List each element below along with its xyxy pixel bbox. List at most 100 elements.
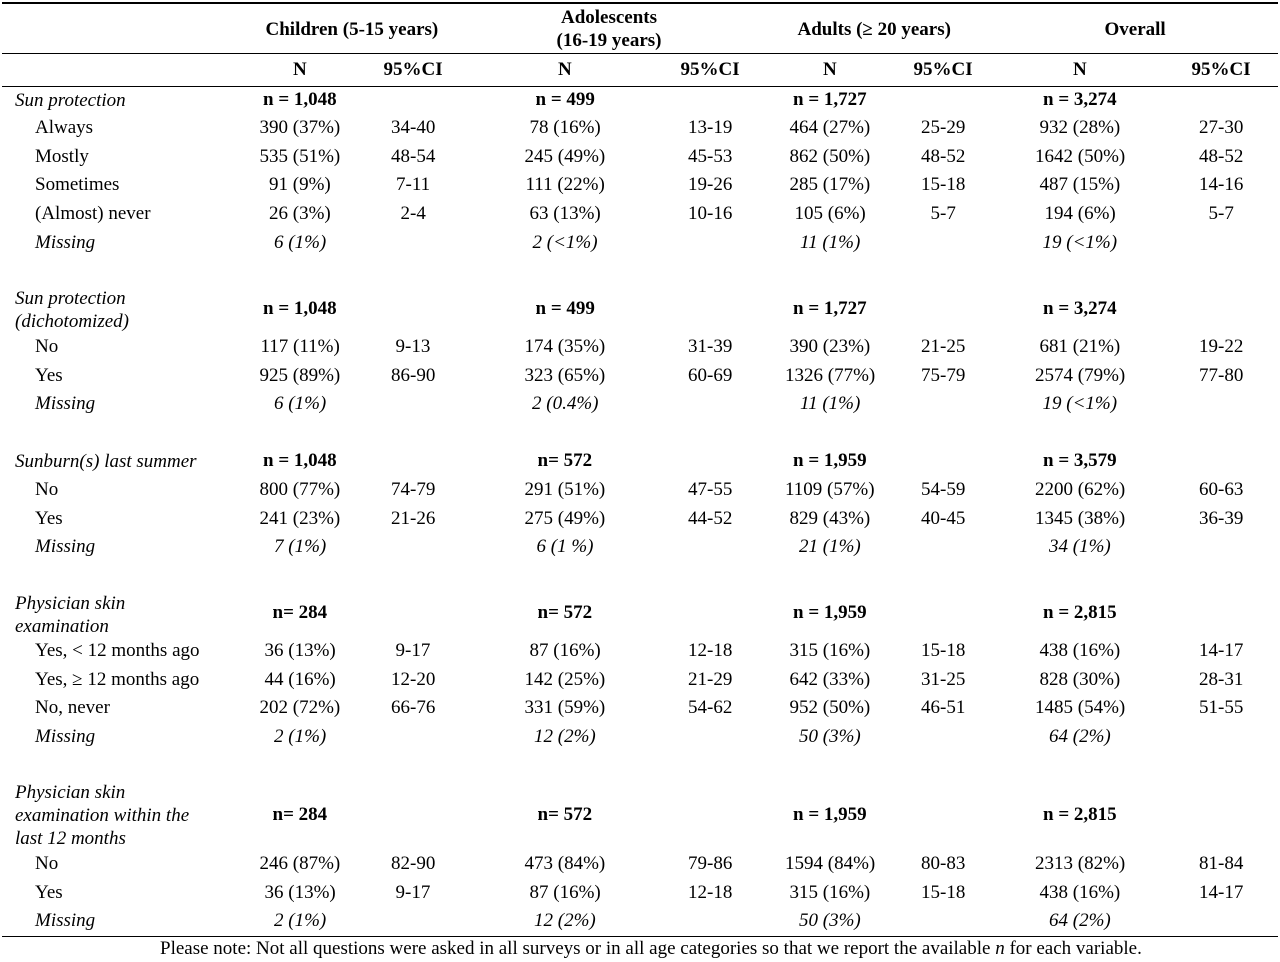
table-cell: 36 (13%) — [264, 881, 336, 903]
section-sample-size: n = 2,815 — [1043, 804, 1117, 825]
table-cell: 75-79 — [921, 364, 966, 386]
table-cell: 11 (1%) — [800, 231, 861, 253]
table-cell: 9-17 — [395, 881, 431, 903]
footnote-text: Please note: Not all questions were aske… — [160, 938, 996, 959]
table-cell: 464 (27%) — [789, 117, 871, 138]
table-cell: 9-17 — [395, 640, 431, 661]
table-cell: 862 (50%) — [789, 145, 871, 167]
table-cell: 15-18 — [921, 174, 966, 196]
table-cell: 174 (35%) — [524, 336, 606, 357]
table-cell: 275 (49%) — [524, 507, 606, 529]
table-row-label: Yes, ≥ 12 months ago — [35, 668, 200, 690]
table-cell: 1326 (77%) — [785, 364, 876, 386]
table-cell: 12 (2%) — [534, 910, 596, 932]
table-cell: 87 (16%) — [529, 640, 601, 661]
table-cell: 15-18 — [921, 881, 966, 903]
bottom-rule — [2, 936, 1278, 937]
table-cell: 82-90 — [391, 853, 436, 874]
table-cell: 50 (3%) — [799, 726, 861, 748]
table-cell: 111 (22%) — [525, 174, 605, 196]
table-cell: 2574 (79%) — [1035, 364, 1126, 386]
table-cell: 6 (1 %) — [536, 536, 594, 558]
table-cell: 487 (15%) — [1039, 174, 1121, 196]
section-sample-size: n= 284 — [272, 602, 328, 623]
table-cell: 2313 (82%) — [1035, 853, 1126, 874]
table-cell: 1642 (50%) — [1035, 145, 1126, 167]
table-cell: 31-39 — [688, 336, 733, 357]
table-cell: 27-30 — [1199, 117, 1244, 138]
table-cell: 79-86 — [688, 853, 733, 874]
table-cell: 47-55 — [688, 479, 733, 500]
table-row-label: (Almost) never — [35, 203, 151, 225]
section-sample-size: n = 499 — [535, 298, 595, 319]
section-sample-size: n = 499 — [535, 89, 595, 110]
table-cell: 26 (3%) — [269, 203, 331, 225]
footnote-text-end: for each variable. — [1004, 938, 1142, 959]
section-title: Sun protection — [15, 90, 126, 111]
table-cell: 7-11 — [396, 174, 431, 196]
table-cell: 438 (16%) — [1039, 881, 1121, 903]
table-cell: 11 (1%) — [800, 393, 861, 415]
table-cell: 2200 (62%) — [1035, 479, 1126, 500]
table-cell: 44-52 — [688, 507, 733, 529]
section-title: Physician skin examination — [15, 593, 126, 637]
table-cell: 19-22 — [1199, 336, 1244, 357]
table-cell: 21-29 — [688, 668, 733, 690]
table-cell: 21 (1%) — [799, 536, 861, 558]
table-cell: 952 (50%) — [789, 697, 871, 719]
table-cell: 828 (30%) — [1039, 668, 1121, 690]
table-cell: 245 (49%) — [524, 145, 606, 167]
table-cell: 34-40 — [391, 117, 436, 138]
table-cell: 12-18 — [688, 881, 733, 903]
section-sample-size: n = 1,048 — [263, 89, 337, 110]
table-cell: 48-52 — [921, 145, 966, 167]
table-cell: 13-19 — [688, 117, 733, 138]
table-cell: 77-80 — [1199, 364, 1244, 386]
table-cell: 246 (87%) — [259, 853, 341, 874]
table-row-label: Yes — [35, 881, 63, 903]
table-cell: 2-4 — [400, 203, 426, 225]
table-cell: 14-16 — [1199, 174, 1244, 196]
table-row-label: No — [35, 336, 59, 357]
table-cell: 1594 (84%) — [785, 853, 876, 874]
table-cell: 142 (25%) — [524, 668, 606, 690]
section-sample-size: n= 572 — [537, 804, 593, 825]
table-cell: 473 (84%) — [524, 853, 606, 874]
table-cell: 87 (16%) — [529, 881, 601, 903]
section-title: Sun protection (dichotomized) — [15, 288, 129, 332]
table-cell: 21-25 — [921, 336, 966, 357]
table-cell: 6 (1%) — [274, 393, 327, 415]
table-cell: 438 (16%) — [1039, 640, 1121, 661]
table-cell: 5-7 — [1208, 203, 1234, 225]
table-row-label: Missing — [35, 393, 96, 415]
table-cell: 1485 (54%) — [1035, 697, 1126, 719]
table-cell: 1109 (57%) — [785, 479, 875, 500]
top-rule — [2, 2, 1278, 4]
table-cell: 12-20 — [391, 668, 436, 690]
group-header-rule — [2, 53, 1278, 54]
table-cell: 19-26 — [688, 174, 733, 196]
table-cell: 800 (77%) — [259, 479, 341, 500]
section-sample-size: n = 1,048 — [263, 450, 337, 471]
table-cell: 14-17 — [1199, 640, 1244, 661]
table-cell: 202 (72%) — [259, 697, 341, 719]
table-cell: 117 (11%) — [260, 336, 340, 357]
table-row-label: Always — [35, 117, 94, 138]
table-cell: 241 (23%) — [259, 507, 341, 529]
table-cell: 63 (13%) — [529, 203, 601, 225]
table-cell: 642 (33%) — [789, 668, 871, 690]
table-cell: 681 (21%) — [1039, 336, 1121, 357]
section-sample-size: n= 284 — [272, 804, 328, 825]
column-subheader: 95%CI — [913, 59, 973, 80]
table-cell: 390 (23%) — [789, 336, 871, 357]
table-cell: 74-79 — [391, 479, 436, 500]
table-cell: 48-52 — [1199, 145, 1244, 167]
table-row-label: Missing — [35, 910, 96, 932]
table-cell: 34 (1%) — [1049, 536, 1111, 558]
column-subheader: 95%CI — [1191, 59, 1251, 80]
section-title: Physician skin examination within the last… — [15, 782, 190, 849]
table-cell: 64 (2%) — [1049, 910, 1111, 932]
column-subheader: N — [823, 59, 837, 80]
table-cell: 105 (6%) — [794, 203, 866, 225]
